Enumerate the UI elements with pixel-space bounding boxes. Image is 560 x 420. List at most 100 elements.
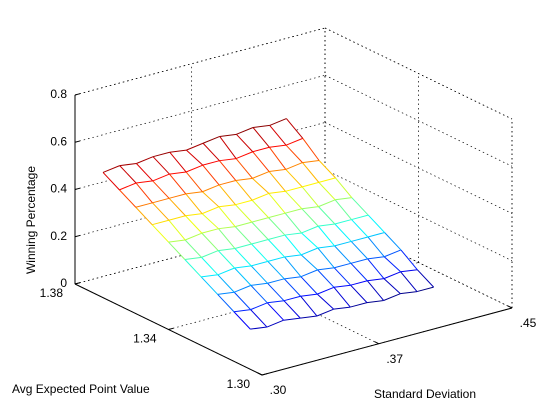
- mesh-edge: [366, 280, 385, 301]
- mesh-face: [233, 309, 267, 330]
- mesh-edge: [334, 245, 352, 264]
- mesh-edge: [351, 236, 369, 242]
- mesh-edge: [252, 127, 270, 148]
- mesh-face: [203, 136, 237, 161]
- mesh-edge: [202, 191, 220, 208]
- mesh-edge: [201, 274, 218, 278]
- mesh-edge: [317, 286, 335, 295]
- mesh-edge: [350, 258, 368, 264]
- mesh-edge: [416, 269, 435, 288]
- mesh-edge: [351, 219, 369, 238]
- mesh-edge: [350, 284, 368, 303]
- mesh-face: [267, 278, 301, 301]
- mesh-edge: [300, 293, 318, 297]
- mesh-edge: [184, 259, 202, 278]
- z-tick-label: 0.2: [50, 229, 67, 243]
- mesh-edge: [285, 186, 303, 192]
- mesh-edge: [285, 137, 303, 146]
- mesh-edge: [252, 177, 270, 194]
- mesh-face: [252, 171, 286, 194]
- y-tick: [74, 282, 81, 285]
- x-axis: [261, 307, 513, 376]
- mesh-edge: [268, 212, 286, 219]
- mesh-edge: [317, 247, 335, 269]
- z-grid-line: [324, 169, 513, 262]
- mesh-face: [285, 186, 319, 209]
- z-axis-label: Winning Percentage: [24, 166, 38, 274]
- mesh-edge: [152, 151, 170, 158]
- mesh-face: [184, 257, 218, 277]
- mesh-edge: [252, 124, 270, 129]
- mesh-face: [236, 151, 270, 179]
- mesh-face: [252, 193, 286, 218]
- mesh-face: [169, 150, 203, 172]
- mesh-edge: [302, 159, 320, 164]
- mesh-edge: [252, 146, 270, 153]
- mesh-edge: [300, 295, 318, 317]
- z-tick-label: 0.4: [50, 182, 67, 196]
- mesh-edge: [284, 254, 302, 258]
- mesh-edge: [267, 300, 285, 304]
- surface: [102, 118, 435, 330]
- mesh-face: [334, 263, 368, 286]
- mesh-edge: [301, 206, 319, 210]
- mesh-edge: [285, 169, 303, 188]
- mesh-edge: [168, 193, 186, 199]
- mesh-face: [234, 285, 268, 310]
- mesh-face: [219, 158, 253, 181]
- mesh-edge: [300, 269, 318, 278]
- mesh-edge: [367, 214, 385, 233]
- mesh-face: [384, 249, 418, 272]
- mesh-face: [103, 165, 137, 190]
- mesh-edge: [152, 197, 170, 204]
- mesh-edge: [168, 197, 186, 217]
- mesh-edge: [400, 269, 418, 273]
- mesh-edge: [135, 202, 153, 208]
- mesh-edge: [251, 221, 269, 240]
- mesh-edge: [269, 125, 287, 146]
- mesh-edge: [119, 189, 137, 208]
- mesh-edge: [218, 206, 236, 227]
- mesh-edge: [285, 208, 302, 214]
- mesh-edge: [217, 274, 235, 293]
- mesh-edge: [219, 158, 237, 162]
- axes: 0 0.2 0.4 0.6 0.8 1.30 1.34 1.38 .30 .37 .45: [40, 87, 537, 397]
- mesh-face: [400, 269, 434, 292]
- mesh-edge: [252, 171, 270, 179]
- mesh-edge: [119, 163, 137, 167]
- mesh-edge: [234, 267, 252, 286]
- mesh-edge: [318, 177, 336, 183]
- mesh-face: [269, 169, 303, 192]
- mesh-edge: [169, 171, 187, 175]
- mesh-edge: [400, 271, 418, 292]
- mesh-edge: [301, 247, 319, 256]
- mesh-edge: [334, 223, 352, 242]
- mesh-face: [153, 152, 187, 175]
- mesh-face: [367, 278, 401, 301]
- mesh-edge: [400, 249, 418, 271]
- mesh-edge: [136, 180, 153, 184]
- mesh-face: [235, 222, 269, 244]
- mesh-edge: [301, 208, 319, 227]
- mesh-edge: [300, 315, 318, 319]
- mesh-edge: [301, 225, 319, 234]
- mesh-face: [217, 292, 251, 312]
- mesh-edge: [334, 262, 352, 269]
- mesh-edge: [252, 151, 270, 172]
- mesh-edge: [169, 151, 187, 173]
- mesh-face: [284, 276, 318, 297]
- mesh-edge: [283, 300, 301, 319]
- mesh-edge: [251, 192, 269, 201]
- mesh-edge: [383, 293, 401, 301]
- mesh-face: [236, 127, 270, 152]
- mesh-edge: [334, 219, 352, 225]
- mesh-edge: [185, 171, 203, 193]
- mesh-edge: [383, 278, 401, 295]
- y-tick: [261, 373, 268, 376]
- y-axis-label: Avg Expected Point Value: [12, 382, 150, 396]
- mesh-edge: [135, 206, 153, 226]
- mesh-edge: [234, 284, 252, 293]
- mesh-face: [219, 134, 253, 159]
- mesh-edge: [185, 164, 203, 173]
- mesh-face: [300, 294, 334, 317]
